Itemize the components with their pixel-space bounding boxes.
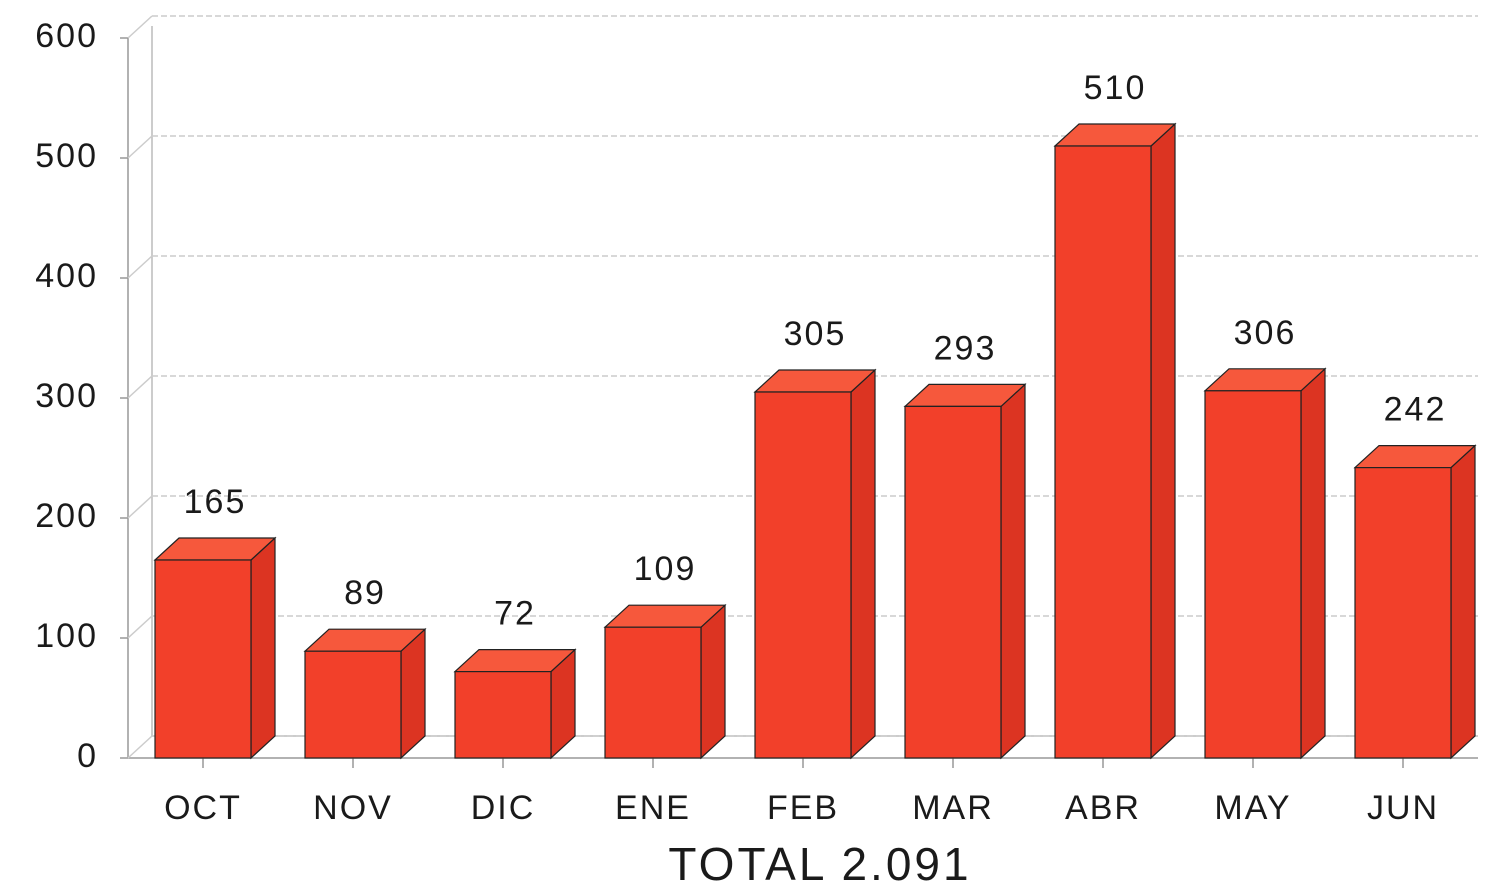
grid-line	[127, 735, 153, 759]
bar	[154, 559, 252, 759]
y-tick-label: 100	[35, 617, 98, 655]
x-tick-label: ABR	[1065, 789, 1141, 827]
bar	[754, 391, 852, 759]
bar-side	[1150, 122, 1176, 760]
bar-side	[1450, 444, 1476, 760]
bar-side	[850, 368, 876, 760]
grid-line	[127, 375, 153, 399]
grid-line	[127, 495, 153, 519]
grid-line	[127, 135, 153, 159]
x-tick-label: ENE	[615, 789, 691, 827]
x-axis-label: TOTAL 2.091	[668, 838, 971, 890]
y-tick-label: 200	[35, 497, 98, 535]
value-label: 109	[634, 550, 697, 588]
x-tick-label: OCT	[164, 789, 242, 827]
value-label: 242	[1384, 391, 1447, 429]
x-tick-label: DIC	[471, 789, 536, 827]
y-tick-label: 300	[35, 377, 98, 415]
y-tick-label: 600	[35, 17, 98, 55]
grid-line	[127, 15, 153, 39]
bar-side	[1300, 367, 1326, 760]
x-tick-label: MAY	[1214, 789, 1291, 827]
x-tick-label: MAR	[912, 789, 994, 827]
value-label: 293	[934, 329, 997, 367]
bar	[1204, 390, 1302, 759]
value-label: 510	[1084, 69, 1147, 107]
y-tick-label: 500	[35, 137, 98, 175]
value-label: 306	[1234, 314, 1297, 352]
bar	[454, 670, 552, 759]
value-label: 72	[494, 595, 536, 633]
y-tick-label: 0	[77, 737, 98, 775]
y-tick-label: 400	[35, 257, 98, 295]
x-tick-label: FEB	[767, 789, 839, 827]
value-label: 165	[184, 483, 247, 521]
bar	[904, 405, 1002, 759]
bar	[1354, 467, 1452, 759]
grid-line	[127, 615, 153, 639]
bar-side	[1000, 383, 1026, 760]
x-tick-label: JUN	[1367, 789, 1439, 827]
bar	[1054, 145, 1152, 759]
bar-side	[250, 536, 276, 760]
grid-line	[127, 255, 153, 279]
value-label: 305	[784, 315, 847, 353]
bar	[604, 626, 702, 759]
bar	[304, 650, 402, 759]
x-tick-label: NOV	[313, 789, 393, 827]
value-label: 89	[344, 574, 386, 612]
bar-side	[700, 603, 726, 760]
